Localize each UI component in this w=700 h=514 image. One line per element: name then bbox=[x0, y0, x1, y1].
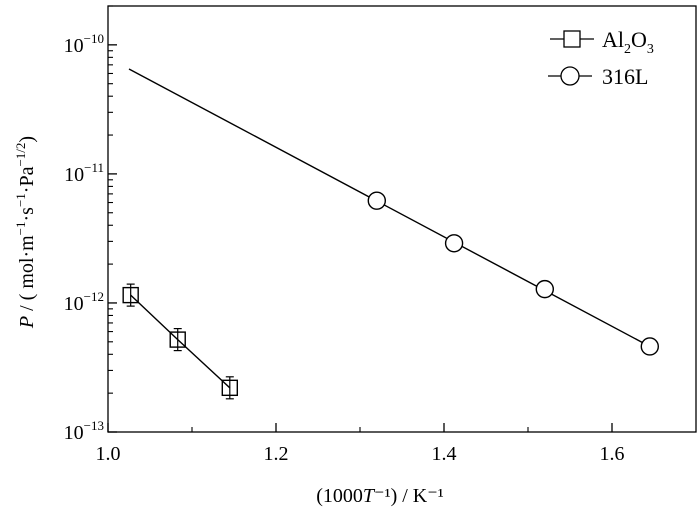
series-line-1 bbox=[128, 68, 651, 348]
legend-square-marker bbox=[563, 30, 581, 48]
legend-label-al2o3: Al2O3 bbox=[602, 27, 654, 57]
x-axis-ticks: 1.0 1.2 1.4 1.6 bbox=[96, 423, 625, 465]
series-line-0 bbox=[130, 294, 231, 389]
x-tick-label: 1.0 bbox=[96, 443, 121, 465]
y-tick-label: 10−10 bbox=[64, 31, 104, 57]
legend-item-al2o3: Al2O3 bbox=[550, 27, 654, 57]
data-point-316l bbox=[444, 234, 464, 253]
x-tick-label: 1.2 bbox=[264, 443, 289, 465]
series-markers bbox=[122, 191, 659, 400]
y-axis-label: P / ( mol·m−1·s−1·Pa−1/2) bbox=[13, 136, 38, 329]
legend-circle-marker bbox=[560, 66, 580, 86]
data-point-316l bbox=[640, 337, 659, 356]
plot-frame bbox=[107, 5, 697, 433]
x-tick-label: 1.4 bbox=[432, 443, 457, 465]
legend-label-316l: 316L bbox=[602, 64, 648, 89]
legend-item-316l: 316L bbox=[548, 64, 648, 89]
y-tick-label: 10−13 bbox=[64, 418, 104, 444]
y-axis-ticks: 10−13 10−12 10−11 10−10 bbox=[64, 5, 117, 444]
y-tick-label: 10−11 bbox=[64, 160, 104, 186]
legend: Al2O3 316L bbox=[548, 27, 654, 89]
series-lines bbox=[128, 68, 651, 389]
data-point-al2o3 bbox=[122, 286, 139, 304]
data-point-al2o3 bbox=[169, 331, 186, 348]
y-tick-label: 10−12 bbox=[64, 289, 104, 315]
data-point-316l bbox=[535, 279, 554, 299]
data-point-al2o3 bbox=[221, 379, 239, 397]
x-tick-label: 1.6 bbox=[600, 443, 625, 465]
x-axis-label: (1000T⁻¹) / K⁻¹ bbox=[316, 485, 444, 507]
data-point-316l bbox=[367, 191, 386, 210]
